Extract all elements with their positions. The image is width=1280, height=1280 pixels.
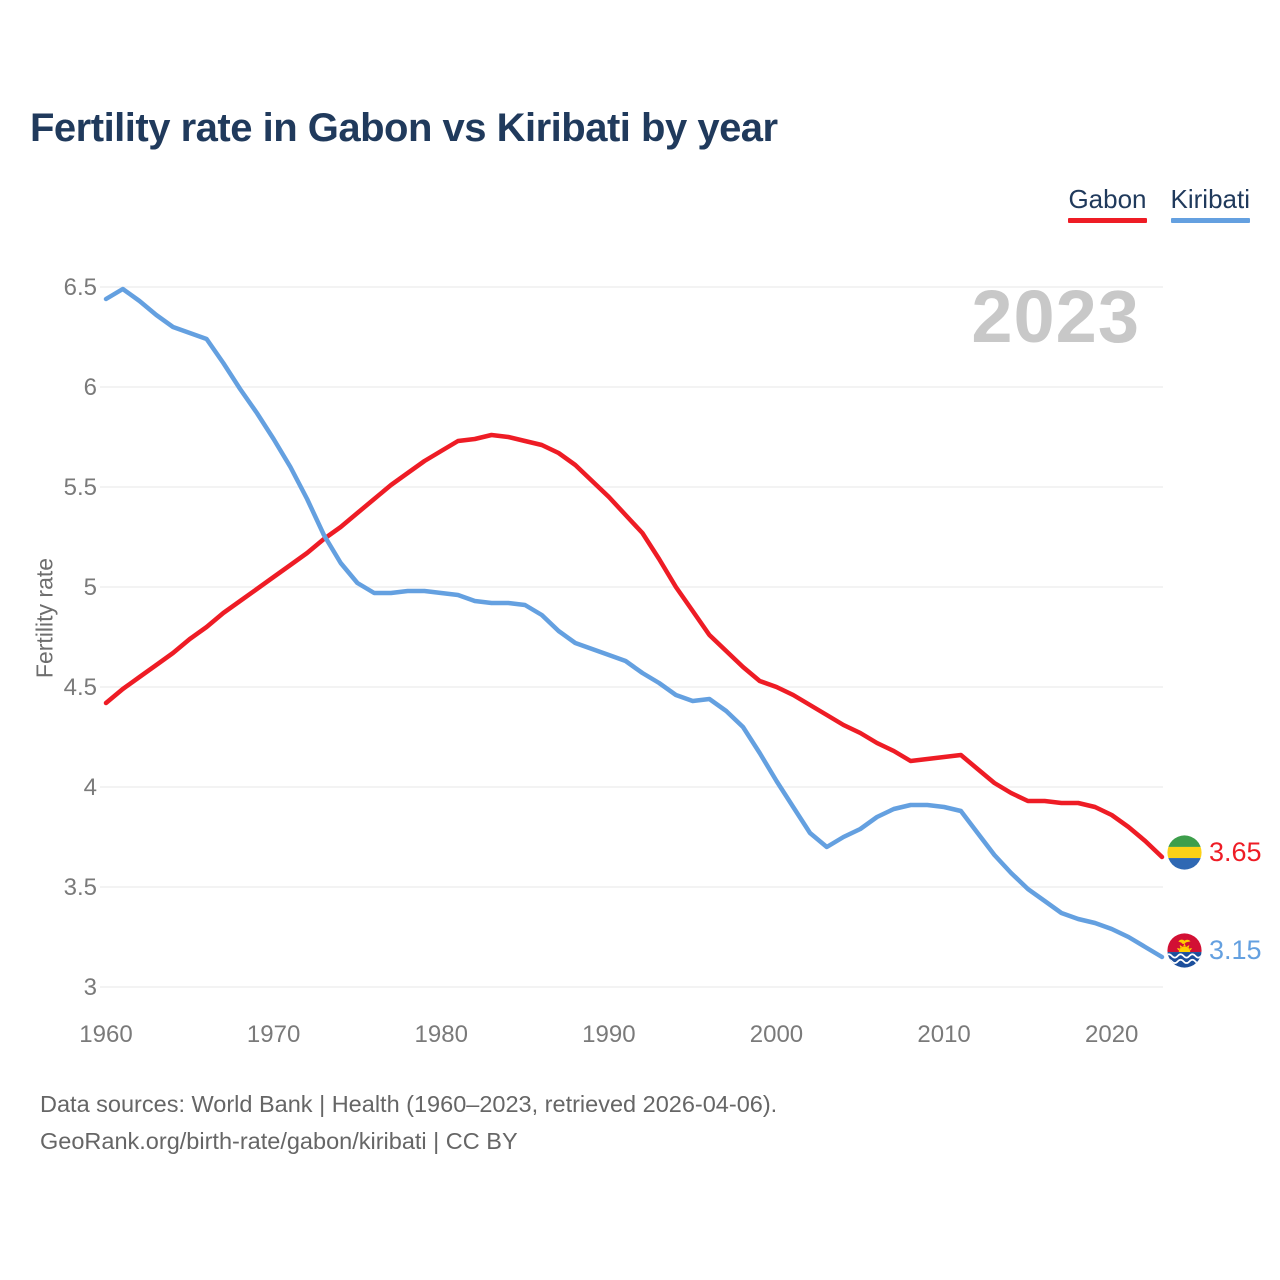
year-watermark: 2023 <box>971 275 1140 358</box>
kiribati-end-value: 3.15 <box>1209 935 1262 965</box>
x-tick-label: 1960 <box>79 1021 132 1048</box>
kiribati-flag-icon <box>1167 933 1202 968</box>
kiribati-end-label: 3.15 <box>1167 933 1262 968</box>
x-tick-label: 1990 <box>582 1021 635 1048</box>
page-title: Fertility rate in Gabon vs Kiribati by y… <box>30 106 778 150</box>
legend-label-kiribati: Kiribati <box>1170 184 1250 214</box>
y-tick-label: 3.5 <box>64 874 97 901</box>
x-tick-label: 2020 <box>1085 1021 1138 1048</box>
legend-item-kiribati[interactable]: Kiribati <box>1170 184 1250 223</box>
y-tick-label: 4 <box>84 774 97 801</box>
legend-label-gabon: Gabon <box>1068 184 1147 214</box>
gabon-end-value: 3.65 <box>1209 837 1262 867</box>
y-tick-label: 6 <box>84 374 97 401</box>
legend-underline-kiribati <box>1170 218 1250 223</box>
legend-item-gabon[interactable]: Gabon <box>1068 184 1147 223</box>
y-tick-label: 5 <box>84 574 97 601</box>
y-tick-label: 5.5 <box>64 474 97 501</box>
y-tick-label: 3 <box>84 974 97 1001</box>
kiribati-line[interactable] <box>103 286 1165 960</box>
y-axis-title: Fertility rate <box>31 557 58 679</box>
y-tick-label: 6.5 <box>64 274 97 301</box>
x-tick-label: 1970 <box>247 1021 300 1048</box>
attribution-line: GeoRank.org/birth-rate/gabon/kiribati | … <box>40 1128 518 1154</box>
legend-underline-gabon <box>1068 218 1147 223</box>
y-tick-label: 4.5 <box>64 674 97 701</box>
x-tick-label: 2000 <box>750 1021 803 1048</box>
x-tick-label: 1980 <box>415 1021 468 1048</box>
chart-legend: Gabon Kiribati <box>1068 184 1250 223</box>
gabon-end-label: 3.65 <box>1167 835 1262 870</box>
chart-footer: Data sources: World Bank | Health (1960–… <box>40 1086 777 1160</box>
gabon-flag-icon <box>1167 835 1202 870</box>
gabon-line[interactable] <box>103 432 1165 860</box>
x-tick-label: 2010 <box>917 1021 970 1048</box>
data-sources-line: Data sources: World Bank | Health (1960–… <box>40 1091 778 1117</box>
